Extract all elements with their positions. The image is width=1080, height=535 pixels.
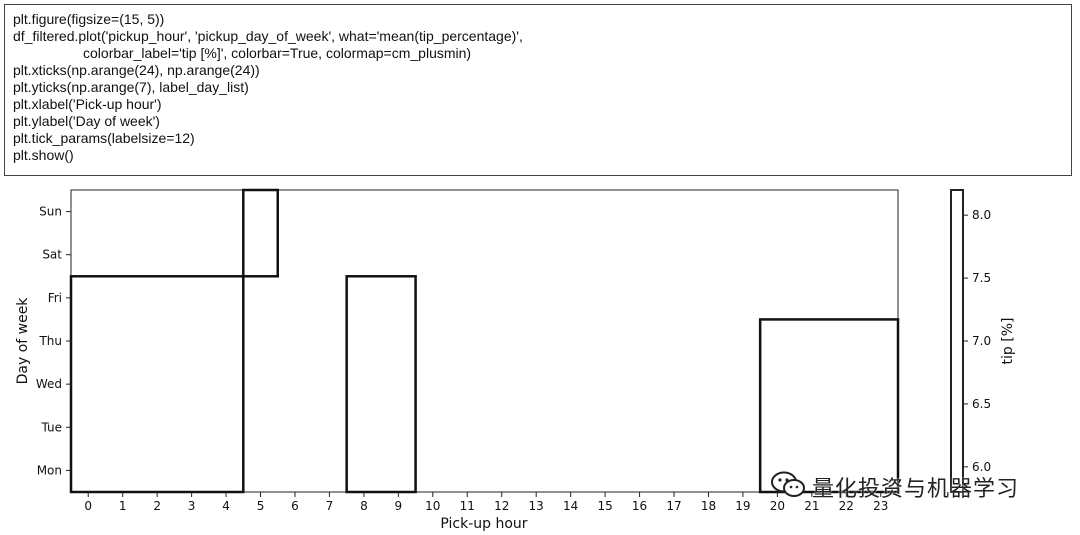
code-line: plt.ylabel('Day of week') [13,113,160,129]
y-tick-label: Wed [36,377,62,391]
code-line: plt.tick_params(labelsize=12) [13,130,195,146]
x-tick-label: 8 [360,499,368,513]
heatmap-region [345,275,417,494]
plot-area [70,189,899,493]
y-tick-label: Mon [37,463,62,477]
code-cell[interactable]: plt.figure(figsize=(15, 5)) df_filtered.… [4,4,1072,176]
x-tick-label: 17 [666,499,681,513]
colorbar-tick-label: 6.5 [972,397,991,411]
heatmap-region [758,318,900,494]
code-line: df_filtered.plot('pickup_hour', 'pickup_… [13,28,523,44]
x-tick-label: 0 [84,499,92,513]
y-tick-label: Tue [41,420,63,434]
y-axis-ticks: Mon Tue Wed Thu Fri Sat Sun [36,205,71,477]
code-line: plt.show() [13,147,74,163]
x-tick-label: 13 [529,499,544,513]
code-line: plt.xlabel('Pick-up hour') [13,96,162,112]
x-tick-label: 20 [770,499,785,513]
colorbar-tick-label: 6.0 [972,460,991,474]
x-axis-label: Pick-up hour [440,516,527,532]
y-tick-label: Sun [39,205,62,219]
x-tick-label: 1 [119,499,127,513]
colorbar-tick-label: 7.5 [972,271,991,285]
colorbar-label: tip [%] [1000,318,1016,365]
x-tick-label: 7 [326,499,334,513]
x-tick-label: 22 [839,499,854,513]
colorbar: 6.0 6.5 7.0 7.5 8.0 [950,189,991,493]
x-tick-label: 21 [804,499,819,513]
x-tick-label: 11 [460,499,475,513]
x-tick-label: 4 [222,499,230,513]
x-tick-label: 12 [494,499,509,513]
x-tick-label: 2 [153,499,161,513]
x-axis-ticks: 0 1 2 3 4 5 6 7 8 9 10 11 12 13 14 15 16 17 18 19 20 21 22 23 [84,492,888,513]
colorbar-bar [950,189,964,493]
x-tick-label: 10 [425,499,440,513]
x-tick-label: 18 [701,499,716,513]
code-line: plt.xticks(np.arange(24), np.arange(24)) [13,62,260,78]
y-axis-label: Day of week [15,297,31,385]
plot-frame [70,189,899,493]
watermark-text: 量化投资与机器学习 [812,477,1020,502]
x-tick-label: 15 [597,499,612,513]
heatmap-region [242,188,280,278]
wechat-icon [770,470,806,504]
code-line: colorbar_label='tip [%]', colorbar=True,… [13,45,472,61]
y-tick-label: Sat [42,248,62,262]
x-tick-label: 23 [873,499,888,513]
x-tick-label: 5 [257,499,265,513]
x-tick-label: 19 [735,499,750,513]
colorbar-tick-label: 8.0 [972,208,991,222]
watermark: 量化投资与机器学习 [770,470,1060,504]
code-line: plt.yticks(np.arange(7), label_day_list) [13,79,249,95]
colorbar-tick-label: 7.0 [972,334,991,348]
x-tick-label: 9 [395,499,403,513]
y-tick-label: Thu [38,334,62,348]
x-tick-label: 14 [563,499,578,513]
x-tick-label: 3 [188,499,196,513]
code-line: plt.figure(figsize=(15, 5)) [13,11,165,27]
x-tick-label: 16 [632,499,647,513]
x-tick-label: 6 [291,499,299,513]
y-tick-label: Fri [48,291,62,305]
